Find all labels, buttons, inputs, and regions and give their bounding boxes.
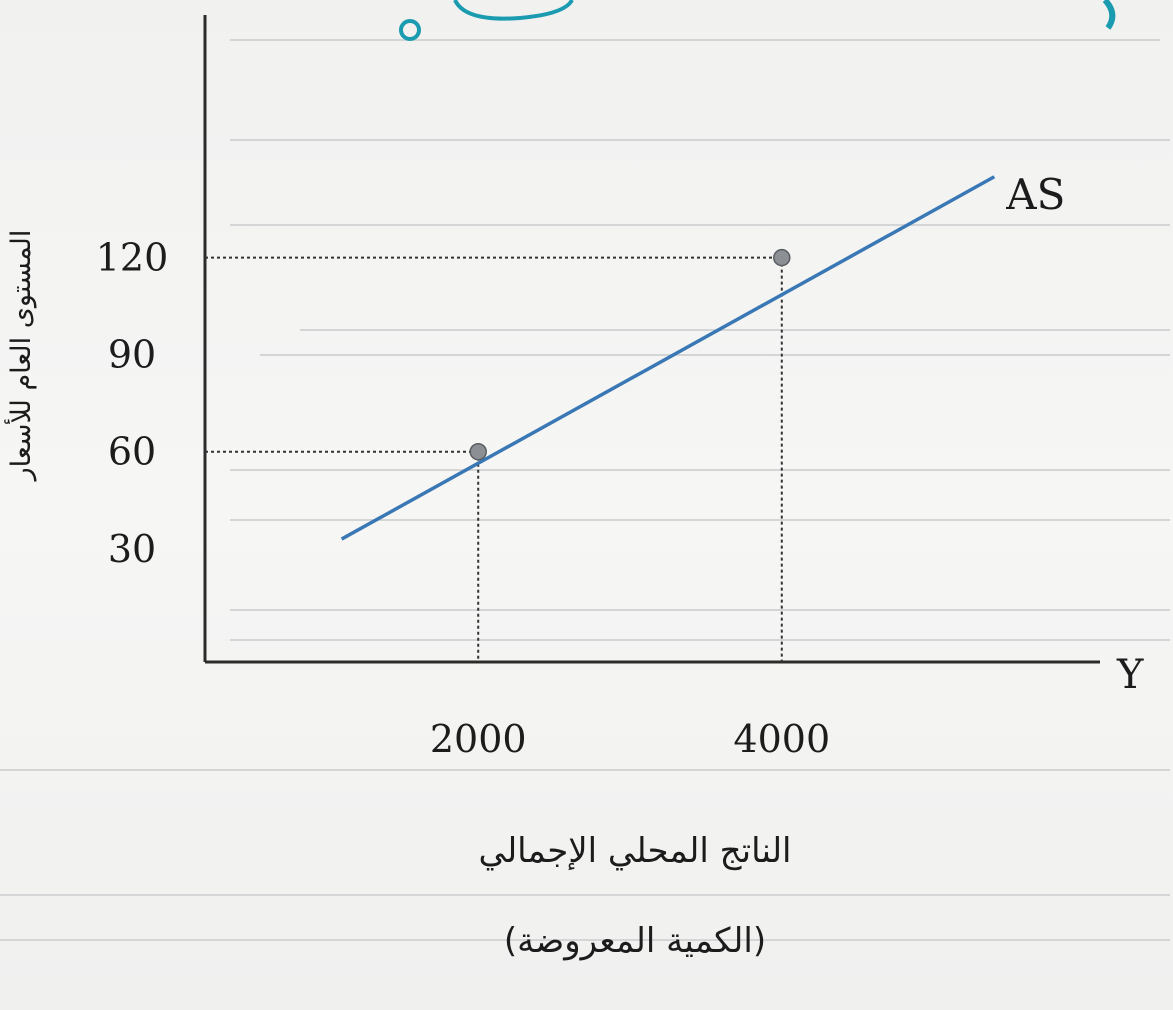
- series-layer: [340, 175, 996, 541]
- x-axis-variable-label: Y: [1116, 652, 1144, 698]
- axes: [203, 15, 1100, 664]
- y-tick-label-90: 90: [108, 333, 156, 377]
- y-tick-label-30: 30: [108, 527, 156, 571]
- y-tick-label-60: 60: [108, 430, 156, 474]
- series-label-as: AS: [1005, 170, 1065, 219]
- decorative-circle-fragment: [399, 0, 1116, 41]
- x-axis-caption-line2: (الكمية المعروضة): [504, 921, 766, 961]
- x-axis-caption-line1: الناتج المحلي الإجمالي: [478, 831, 791, 871]
- tick-labels: 30 60 90 120 2000 4000: [96, 236, 830, 761]
- background-scan-lines: [0, 39, 1170, 941]
- data-point-0: [469, 442, 487, 461]
- y-axis-title: المستوى العام للأسعار: [3, 230, 37, 483]
- series-line-as: [340, 175, 996, 541]
- x-tick-label-4000: 4000: [733, 717, 830, 761]
- x-tick-label-2000: 2000: [430, 717, 527, 761]
- highlight-points: [469, 248, 791, 461]
- guide-lines: [205, 256, 783, 662]
- data-point-1: [773, 248, 791, 267]
- y-tick-label-120: 120: [96, 236, 169, 280]
